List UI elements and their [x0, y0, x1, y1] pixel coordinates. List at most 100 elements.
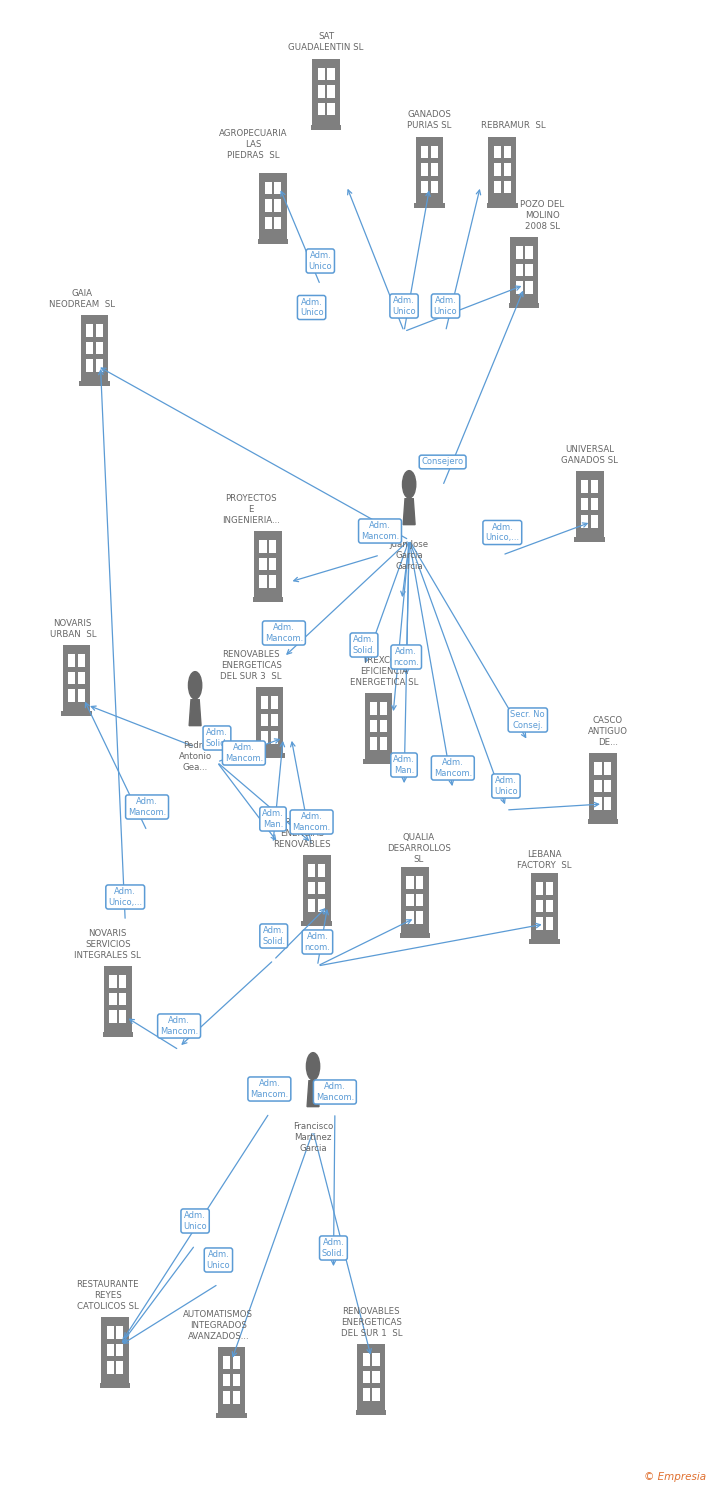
Text: Adm.
Mancom.: Adm. Mancom.: [434, 759, 472, 777]
FancyBboxPatch shape: [86, 360, 93, 372]
FancyBboxPatch shape: [591, 498, 598, 510]
Text: Pedro
Antonio
Gea...: Pedro Antonio Gea...: [178, 741, 212, 772]
FancyBboxPatch shape: [274, 217, 282, 229]
Text: Francisco
Martinez
Garcia: Francisco Martinez Garcia: [293, 1122, 333, 1154]
FancyBboxPatch shape: [431, 164, 438, 176]
FancyBboxPatch shape: [591, 516, 598, 528]
FancyBboxPatch shape: [414, 202, 445, 208]
FancyBboxPatch shape: [380, 720, 387, 732]
FancyBboxPatch shape: [328, 104, 335, 116]
FancyBboxPatch shape: [421, 164, 428, 176]
Text: Adm.
Man.: Adm. Man.: [393, 756, 415, 774]
Text: TREXCOM
EFICIENCIA
ENERGETICA SL: TREXCOM EFICIENCIA ENERGETICA SL: [350, 656, 419, 687]
FancyBboxPatch shape: [510, 237, 538, 303]
FancyBboxPatch shape: [223, 1356, 230, 1368]
FancyBboxPatch shape: [494, 146, 501, 158]
FancyBboxPatch shape: [370, 702, 377, 714]
FancyBboxPatch shape: [78, 654, 85, 666]
FancyBboxPatch shape: [96, 324, 103, 336]
FancyBboxPatch shape: [370, 720, 377, 732]
FancyBboxPatch shape: [259, 576, 266, 588]
FancyBboxPatch shape: [301, 921, 332, 927]
FancyBboxPatch shape: [421, 182, 428, 194]
FancyBboxPatch shape: [308, 864, 315, 876]
FancyBboxPatch shape: [373, 1371, 380, 1383]
FancyBboxPatch shape: [416, 136, 443, 202]
FancyBboxPatch shape: [487, 202, 518, 208]
FancyBboxPatch shape: [259, 172, 287, 238]
Text: Adm.
Solid.: Adm. Solid.: [205, 729, 229, 747]
FancyBboxPatch shape: [317, 86, 325, 98]
FancyBboxPatch shape: [363, 1353, 370, 1365]
FancyBboxPatch shape: [401, 867, 429, 933]
FancyBboxPatch shape: [574, 537, 605, 543]
Text: Adm.
Mancom.: Adm. Mancom.: [361, 522, 399, 540]
FancyBboxPatch shape: [223, 1392, 230, 1404]
FancyBboxPatch shape: [536, 882, 543, 894]
FancyBboxPatch shape: [271, 696, 278, 708]
FancyBboxPatch shape: [308, 900, 315, 912]
FancyBboxPatch shape: [303, 855, 331, 921]
FancyBboxPatch shape: [96, 342, 103, 354]
Text: POZO DEL
MOLINO
2008 SL: POZO DEL MOLINO 2008 SL: [521, 200, 564, 231]
Text: AGROPECUARIA
LAS
PIEDRAS  SL: AGROPECUARIA LAS PIEDRAS SL: [219, 129, 288, 160]
FancyBboxPatch shape: [256, 687, 283, 753]
Text: Secr. No
Consej.: Secr. No Consej.: [510, 711, 545, 729]
FancyBboxPatch shape: [269, 540, 277, 552]
FancyBboxPatch shape: [356, 1410, 387, 1416]
Circle shape: [306, 1053, 320, 1080]
FancyBboxPatch shape: [233, 1374, 240, 1386]
FancyBboxPatch shape: [536, 900, 543, 912]
FancyBboxPatch shape: [604, 798, 612, 810]
FancyBboxPatch shape: [416, 894, 424, 906]
FancyBboxPatch shape: [589, 753, 617, 819]
FancyBboxPatch shape: [264, 200, 272, 211]
FancyBboxPatch shape: [546, 882, 553, 894]
FancyBboxPatch shape: [68, 654, 75, 666]
FancyBboxPatch shape: [318, 882, 325, 894]
FancyBboxPatch shape: [106, 1344, 114, 1356]
FancyBboxPatch shape: [264, 217, 272, 229]
FancyBboxPatch shape: [106, 1362, 114, 1374]
Text: UNIVERSAL
GANADOS SL: UNIVERSAL GANADOS SL: [561, 446, 618, 465]
FancyBboxPatch shape: [604, 780, 612, 792]
Text: Adm.
Unico: Adm. Unico: [207, 1251, 230, 1269]
FancyBboxPatch shape: [79, 381, 110, 387]
FancyBboxPatch shape: [216, 1413, 247, 1419]
Polygon shape: [307, 1080, 319, 1107]
Text: Adm.
Man.: Adm. Man.: [262, 810, 284, 828]
Text: Adm.
ncom.: Adm. ncom.: [304, 933, 331, 951]
Text: Adm.
Mancom.: Adm. Mancom.: [250, 1080, 288, 1098]
FancyBboxPatch shape: [357, 1344, 385, 1410]
FancyBboxPatch shape: [106, 1326, 114, 1338]
FancyBboxPatch shape: [258, 238, 288, 244]
Text: Adm.
Solid.: Adm. Solid.: [322, 1239, 345, 1257]
FancyBboxPatch shape: [254, 753, 285, 759]
Text: GAIA
NEODREAM  SL: GAIA NEODREAM SL: [49, 290, 114, 309]
FancyBboxPatch shape: [271, 732, 278, 744]
FancyBboxPatch shape: [421, 146, 428, 158]
Text: RESTAURANTE
REYES
CATOLICOS SL: RESTAURANTE REYES CATOLICOS SL: [76, 1280, 139, 1311]
FancyBboxPatch shape: [259, 558, 266, 570]
FancyBboxPatch shape: [261, 696, 268, 708]
FancyBboxPatch shape: [515, 264, 523, 276]
FancyBboxPatch shape: [515, 282, 523, 294]
FancyBboxPatch shape: [103, 1032, 133, 1038]
FancyBboxPatch shape: [223, 1374, 230, 1386]
Text: NOVARIS
URBAN  SL: NOVARIS URBAN SL: [50, 620, 96, 639]
Text: CASCO
ANTIGUO
DE...: CASCO ANTIGUO DE...: [588, 716, 628, 747]
FancyBboxPatch shape: [526, 282, 533, 294]
FancyBboxPatch shape: [233, 1392, 240, 1404]
Text: Adm.
Mancom.: Adm. Mancom.: [160, 1017, 198, 1035]
Text: Adm.
Unico: Adm. Unico: [494, 777, 518, 795]
FancyBboxPatch shape: [363, 759, 394, 765]
FancyBboxPatch shape: [587, 819, 618, 825]
FancyBboxPatch shape: [488, 136, 516, 202]
FancyBboxPatch shape: [264, 182, 272, 194]
Text: Consejero: Consejero: [422, 458, 464, 466]
FancyBboxPatch shape: [317, 104, 325, 116]
FancyBboxPatch shape: [318, 900, 325, 912]
FancyBboxPatch shape: [536, 918, 543, 930]
FancyBboxPatch shape: [328, 86, 335, 98]
FancyBboxPatch shape: [581, 480, 588, 492]
